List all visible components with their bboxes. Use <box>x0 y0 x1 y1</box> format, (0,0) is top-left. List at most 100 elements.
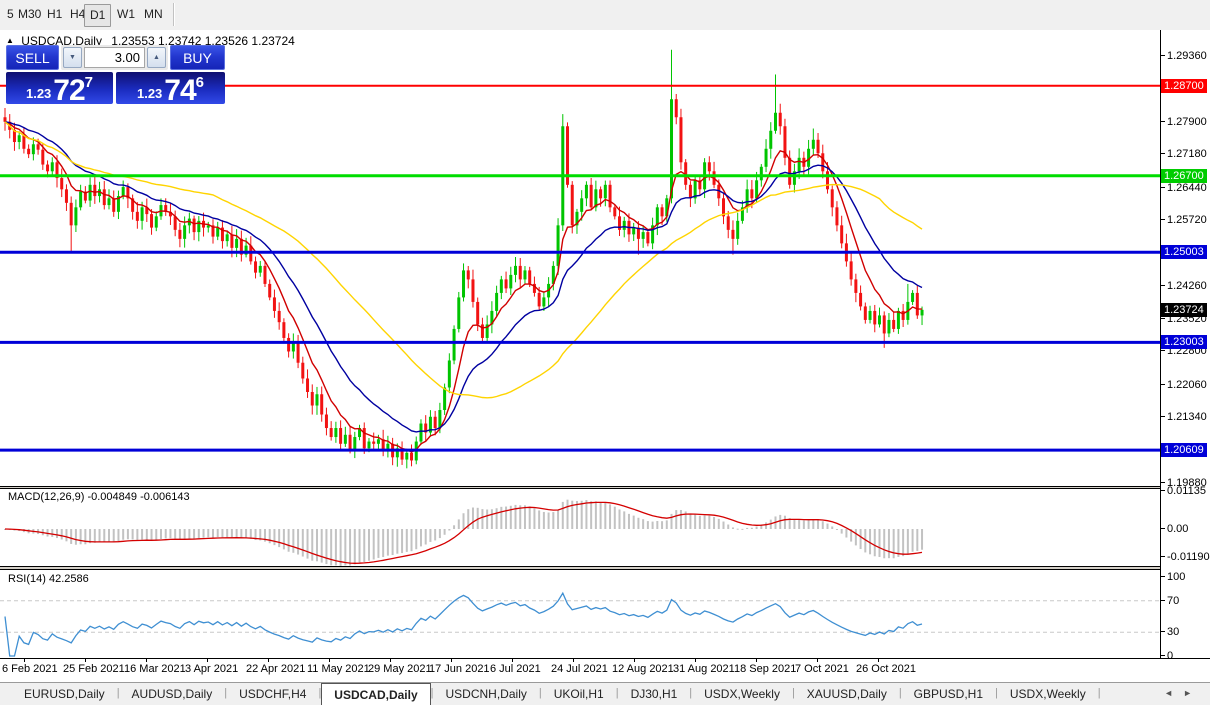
tick-mark <box>1161 383 1165 385</box>
timeframe-button-5[interactable]: 5 <box>7 7 14 21</box>
date-label: 12 Aug 2021 <box>612 663 674 675</box>
date-label: 26 Oct 2021 <box>856 663 916 675</box>
buy-price-tile[interactable]: 1.23 74 6 <box>116 72 225 106</box>
tab-usdx-weekly[interactable]: USDX,Weekly <box>704 687 780 701</box>
date-tick-mark <box>268 659 269 662</box>
price-axis: 1.293601.286401.279001.271801.264401.257… <box>1160 30 1210 662</box>
tab-scroll-left-icon[interactable]: ◄ <box>1164 688 1184 698</box>
timeframe-button-mn[interactable]: MN <box>144 7 163 21</box>
tab-separator: | <box>995 687 998 699</box>
resistance-tag: 1.26700 <box>1161 168 1207 183</box>
ma-line-ema-mid <box>4 121 923 433</box>
date-tick-mark <box>85 659 86 662</box>
volume-input[interactable]: 3.00 <box>84 47 145 68</box>
tab-separator: | <box>318 687 322 699</box>
macd-axis-label: 0.01135 <box>1161 485 1206 497</box>
price-tick: 1.27900 <box>1161 116 1207 128</box>
tab-usdcad-daily[interactable]: USDCAD,Daily <box>321 683 431 705</box>
date-label: 6 Feb 2021 <box>2 663 58 675</box>
price-tick: 1.24260 <box>1161 280 1207 292</box>
date-tick-mark <box>695 659 696 662</box>
price-tick: 1.27180 <box>1161 148 1207 160</box>
timeframe-button-h4[interactable]: H4 <box>70 7 86 21</box>
tab-usdx-weekly[interactable]: USDX,Weekly <box>1009 687 1086 701</box>
macd-signal-line <box>4 501 923 564</box>
rsi-axis-label: 70 <box>1161 595 1179 607</box>
chart-tab-bar: EURUSD,Daily | AUDUSD,Daily | USDCHF,H4 | USDC… <box>0 682 1210 705</box>
buy-price-pip: 6 <box>195 74 205 91</box>
macd-chart <box>4 499 924 566</box>
price-tick: 1.25720 <box>1161 214 1207 226</box>
tick-mark <box>1161 576 1165 577</box>
trade-prices-row: 1.23 72 7 1.23 74 6 <box>6 72 225 107</box>
chart-title-symbol: USDCAD,Daily <box>21 34 102 48</box>
buy-button[interactable]: BUY <box>170 45 225 70</box>
sell-button[interactable]: SELL <box>6 45 59 70</box>
date-tick-mark <box>146 659 147 662</box>
ma-line-sma-slow <box>4 121 923 399</box>
date-tick-mark <box>512 659 513 662</box>
chart-title: ▲ USDCAD,Daily 1.23553 1.23742 1.23526 1… <box>6 34 295 48</box>
date-label: 24 Jul 2021 <box>551 663 608 675</box>
resistance-tag: 1.28700 <box>1161 78 1207 93</box>
date-axis: 6 Feb 2021 25 Feb 2021 16 Mar 2021 3 Apr 20… <box>0 658 1210 681</box>
tab-usdchf-h4[interactable]: USDCHF,H4 <box>239 687 307 701</box>
tab-audusd-daily[interactable]: AUDUSD,Daily <box>131 687 213 701</box>
timeframe-button-m30[interactable]: M30 <box>18 7 42 21</box>
tick-mark <box>1161 218 1165 220</box>
sell-price-main: 72 <box>53 74 85 107</box>
trade-controls-row: SELL ▼ 3.00 ▲ BUY <box>6 45 225 70</box>
tab-eurusd-daily[interactable]: EURUSD,Daily <box>24 687 105 701</box>
tab-xauusd-daily[interactable]: XAUUSD,Daily <box>806 687 887 701</box>
date-label: 17 Jun 2021 <box>429 663 490 675</box>
price-tick: 1.26440 <box>1161 182 1207 194</box>
rsi-axis-label: 100 <box>1161 571 1185 583</box>
volume-decrease-button[interactable]: ▼ <box>63 47 82 68</box>
price-tick: 1.29360 <box>1161 50 1207 62</box>
tick-mark <box>1161 186 1165 188</box>
price-tick: 1.21340 <box>1161 411 1207 423</box>
macd-histogram <box>4 499 924 566</box>
sell-price-tile[interactable]: 1.23 72 7 <box>6 72 113 107</box>
date-tick-mark <box>573 659 574 662</box>
tab-gbpusd-h1[interactable]: GBPUSD,H1 <box>913 687 984 701</box>
date-label: 18 Sep 2021 <box>734 663 797 675</box>
volume-increase-button[interactable]: ▲ <box>147 47 166 68</box>
date-tick-mark <box>756 659 757 662</box>
tab-scroll-right-icon[interactable]: ► <box>1183 688 1202 698</box>
timeframe-button-d1[interactable]: D1 <box>84 4 112 27</box>
chart-symbol-icon: ▲ <box>6 36 14 45</box>
tick-mark <box>1161 631 1165 633</box>
level-tag: 1.23003 <box>1161 335 1207 350</box>
tab-separator: | <box>116 687 120 699</box>
rsi-axis-label: 30 <box>1161 626 1179 638</box>
panel-splitter[interactable] <box>0 566 1210 570</box>
tab-separator: | <box>615 687 619 699</box>
tick-mark <box>1161 318 1165 320</box>
tab-dj30-h1[interactable]: DJ30,H1 <box>630 687 678 701</box>
tab-separator: | <box>689 687 693 699</box>
tab-separator: | <box>224 687 228 699</box>
timeframe-button-h1[interactable]: H1 <box>47 7 63 21</box>
tab-scroll-arrows: ◄► <box>1164 688 1202 698</box>
tick-mark <box>1161 655 1165 656</box>
price-tick: 1.19880 <box>1161 477 1207 489</box>
tick-mark <box>1161 55 1165 56</box>
timeframe-toolbar: 5 M30 H1 H4 D1 W1 MN <box>0 0 1210 30</box>
date-tick-mark <box>878 659 879 662</box>
date-label: 3 Apr 2021 <box>185 663 239 675</box>
macd-label: MACD(12,26,9) -0.004849 -0.006143 <box>8 491 190 503</box>
price-tick: 1.22060 <box>1161 379 1207 391</box>
macd-axis-label: 0.00 <box>1161 523 1188 535</box>
date-label: 22 Apr 2021 <box>246 663 306 675</box>
tab-ukoil-h1[interactable]: UKOil,H1 <box>553 687 604 701</box>
timeframe-button-w1[interactable]: W1 <box>117 7 135 21</box>
date-label: 25 Feb 2021 <box>63 663 125 675</box>
panel-splitter[interactable] <box>0 486 1210 489</box>
date-tick-mark <box>207 659 208 662</box>
candles <box>3 49 924 469</box>
sell-price-pip: 7 <box>84 74 94 91</box>
tab-separator: | <box>791 687 795 699</box>
tick-mark <box>1161 120 1165 122</box>
tab-usdcnh-daily[interactable]: USDCNH,Daily <box>445 687 527 701</box>
